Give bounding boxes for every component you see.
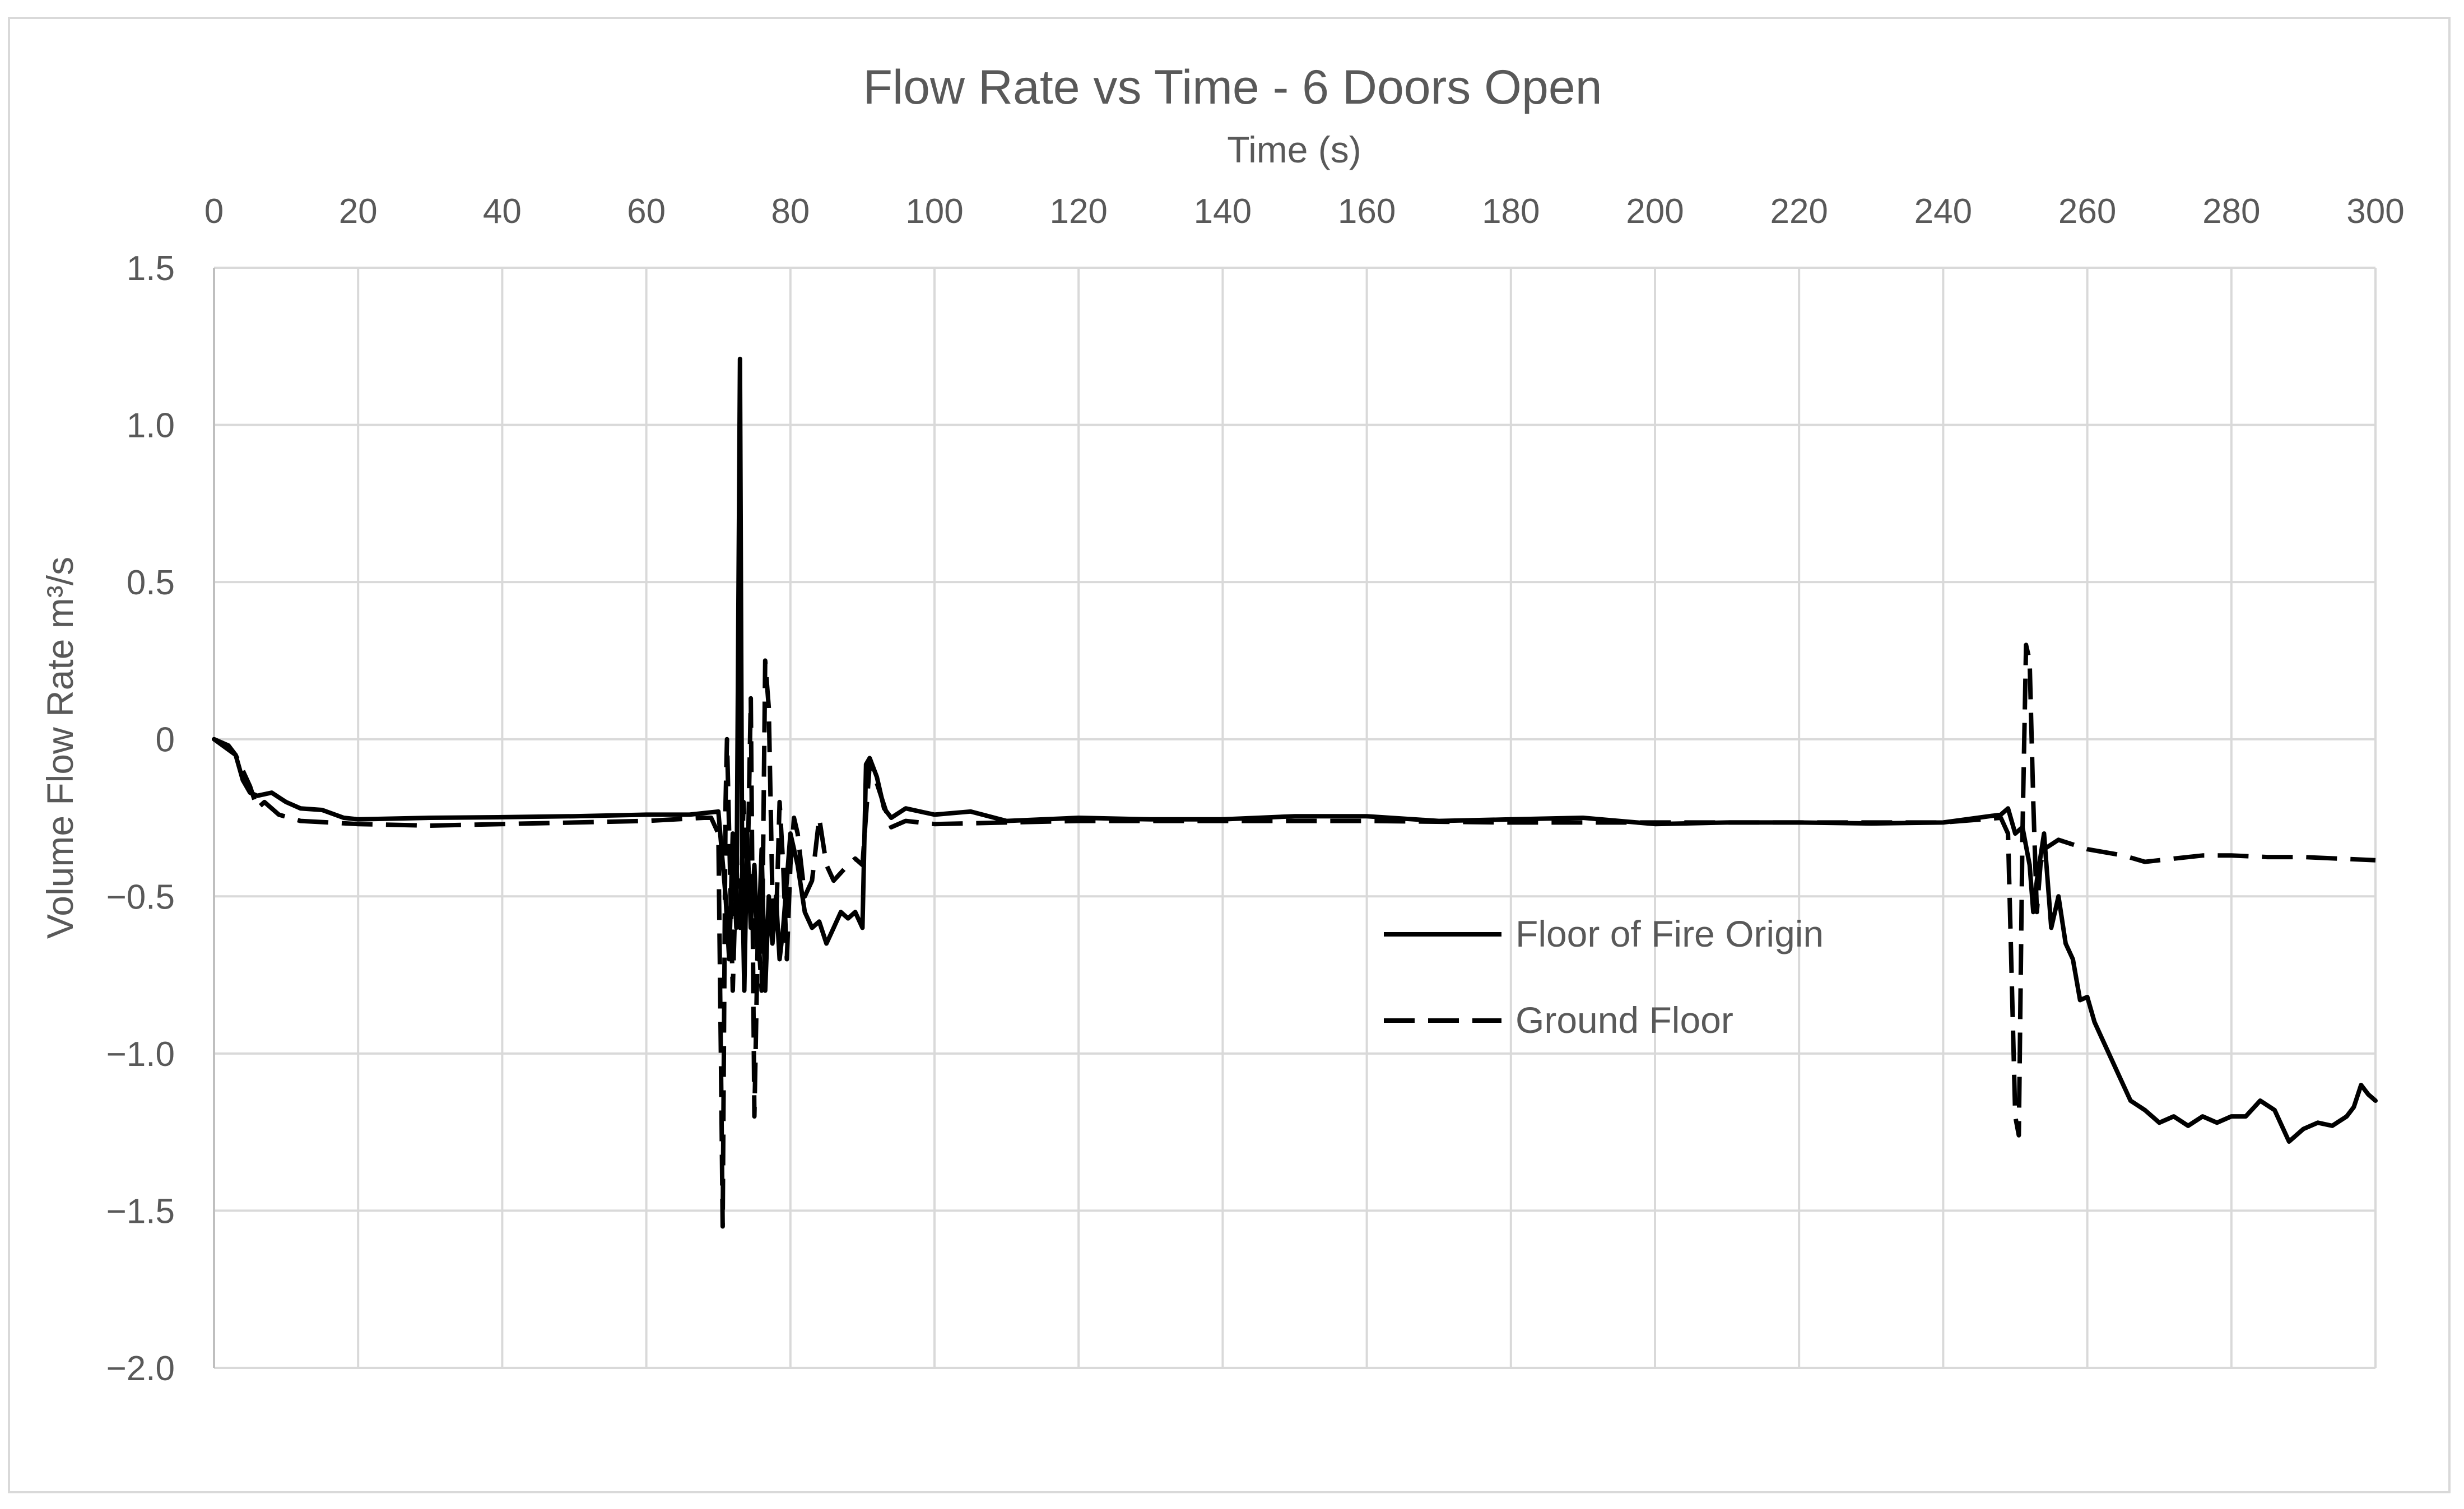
tick-layer: 0 20 40 60 80 100 120 140 160 180 200 220 240 260 280 3… — [106, 192, 2405, 1388]
x-axis-title: Time (s) — [1227, 129, 1361, 170]
y-axis-title: Volume Flow Rate m³/s — [39, 557, 81, 939]
x-tick-label-280: 280 — [2202, 192, 2260, 231]
x-tick-label-80: 80 — [771, 192, 810, 231]
legend-label-ground-floor: Ground Floor — [1515, 999, 1733, 1041]
x-tick-label-240: 240 — [1914, 192, 1972, 231]
x-tick-label-300: 300 — [2346, 192, 2404, 231]
chart-title: Flow Rate vs Time - 6 Doors Open — [863, 60, 1602, 114]
x-tick-label-140: 140 — [1194, 192, 1252, 231]
x-tick-label-100: 100 — [905, 192, 963, 231]
y-tick-label-4: −0.5 — [106, 878, 175, 916]
x-tick-label-120: 120 — [1049, 192, 1107, 231]
x-tick-label-200: 200 — [1626, 192, 1684, 231]
x-tick-label-220: 220 — [1770, 192, 1828, 231]
y-tick-label-1: 1.0 — [127, 407, 175, 445]
x-tick-label-0: 0 — [204, 192, 224, 231]
y-tick-label-0: 1.5 — [127, 249, 175, 288]
y-tick-label-3: 0 — [156, 721, 175, 760]
x-tick-label-20: 20 — [339, 192, 378, 231]
x-tick-label-260: 260 — [2058, 192, 2116, 231]
x-tick-label-60: 60 — [627, 192, 666, 231]
legend: Floor of Fire Origin Ground Floor — [1384, 913, 1824, 1041]
y-tick-label-2: 0.5 — [127, 563, 175, 602]
series-line-ground-floor — [212, 642, 2376, 1229]
y-tick-label-6: −1.5 — [106, 1192, 175, 1231]
x-tick-label-180: 180 — [1482, 192, 1540, 231]
y-tick-label-7: −2.0 — [106, 1349, 175, 1388]
y-tick-label-5: −1.0 — [106, 1035, 175, 1074]
chart-frame — [8, 17, 2451, 1493]
series-line-floor-of-fire-origin — [212, 356, 2378, 1144]
x-tick-label-160: 160 — [1338, 192, 1396, 231]
series-layer — [212, 356, 2378, 1229]
x-tick-label-40: 40 — [483, 192, 522, 231]
legend-label-floor-of-fire-origin: Floor of Fire Origin — [1515, 913, 1824, 954]
